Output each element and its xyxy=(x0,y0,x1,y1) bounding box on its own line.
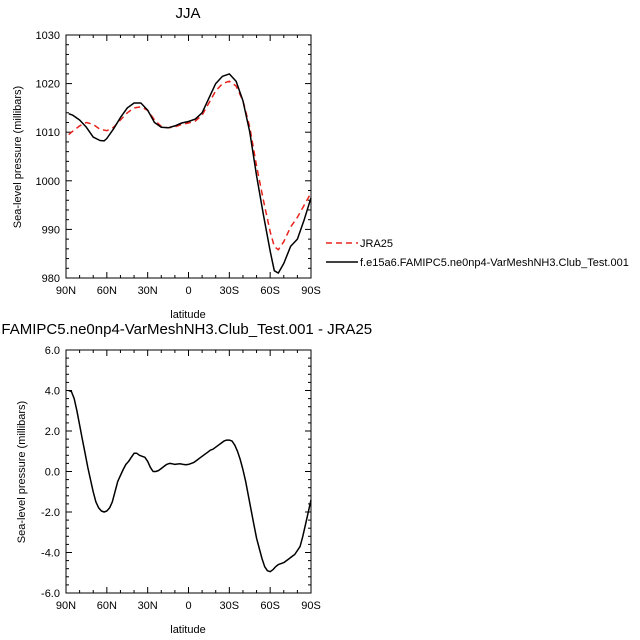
bottom-panel-y-axis-label: Sea-level pressure (millibars) xyxy=(16,401,28,543)
bottom-panel-frame xyxy=(65,349,312,594)
y-tick-label: 4.0 xyxy=(45,386,60,398)
legend: JRA25 f.e15a6.FAMIPC5.ne0np4-VarMeshNH3.… xyxy=(326,238,629,269)
y-tick-label: 6.0 xyxy=(45,345,60,357)
top-panel-x-axis-label: latitude xyxy=(170,309,205,321)
y-tick-label: -4.0 xyxy=(41,548,60,560)
x-tick-label: 30S xyxy=(220,285,240,297)
top-panel-y-axis-label: Sea-level pressure (millibars) xyxy=(12,86,24,228)
legend-label-jra25: JRA25 xyxy=(360,238,393,250)
y-tick-label: 1000 xyxy=(36,176,60,188)
x-tick-label: 0 xyxy=(185,285,191,297)
top-panel-title: JJA xyxy=(175,5,200,22)
y-tick-label: 2.0 xyxy=(45,426,60,438)
x-tick-label: 60S xyxy=(260,600,280,612)
x-tick-label: 90S xyxy=(301,285,321,297)
y-tick-label: 1020 xyxy=(36,79,60,91)
x-tick-label: 30N xyxy=(138,600,158,612)
series-line-model xyxy=(68,389,312,573)
top-panel-series xyxy=(68,73,312,274)
y-tick-label: 0.0 xyxy=(45,467,60,479)
x-tick-label: 30S xyxy=(220,600,240,612)
bottom-panel-series xyxy=(68,389,312,573)
top-panel-ticks: 90N 60N 30N 0 30S 60S 90S 980 990 1000 1010 1020 103… xyxy=(36,30,321,297)
y-tick-label: -6.0 xyxy=(41,588,60,600)
y-tick-label: 990 xyxy=(42,224,60,236)
top-panel: JJA 90N 60N 30N 0 30S 60S 90S 980 990 1000 1010 102… xyxy=(12,5,321,321)
x-tick-label: 0 xyxy=(185,600,191,612)
bottom-panel: 15a6.FAMIPC5.ne0np4-VarMeshNH3.Club_Test… xyxy=(0,321,372,636)
top-panel-frame xyxy=(65,34,312,279)
legend-label-model: f.e15a6.FAMIPC5.ne0np4-VarMeshNH3.Club_T… xyxy=(360,257,629,269)
y-tick-label: 1030 xyxy=(36,30,60,42)
x-tick-label: 90N xyxy=(56,285,76,297)
series-line-jra25 xyxy=(68,80,312,251)
x-tick-label: 60S xyxy=(260,285,280,297)
x-tick-label: 30N xyxy=(138,285,158,297)
y-tick-label: 1010 xyxy=(36,127,60,139)
y-tick-label: -2.0 xyxy=(41,507,60,519)
x-tick-label: 90N xyxy=(56,600,76,612)
bottom-panel-ticks: 90N 60N 30N 0 30S 60S 90S -6.0 -4.0 -2.0 0.0 2.0 4.0… xyxy=(41,345,321,612)
x-tick-label: 60N xyxy=(97,285,117,297)
bottom-panel-title: 15a6.FAMIPC5.ne0np4-VarMeshNH3.Club_Test… xyxy=(0,321,372,338)
series-line-model xyxy=(68,73,312,274)
x-tick-label: 60N xyxy=(97,600,117,612)
x-tick-label: 90S xyxy=(301,600,321,612)
y-tick-label: 980 xyxy=(42,273,60,285)
bottom-panel-x-axis-label: latitude xyxy=(170,624,205,636)
